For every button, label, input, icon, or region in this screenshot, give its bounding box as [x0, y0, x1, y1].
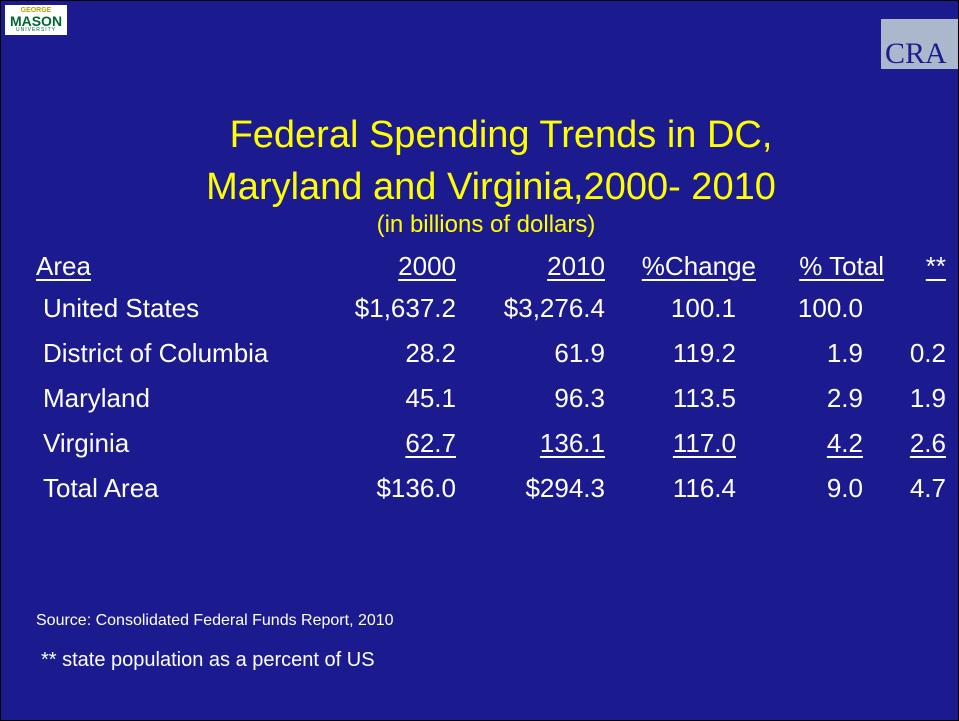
table-cell: 136.1	[539, 428, 605, 458]
table-cell: 113.5	[672, 383, 736, 413]
table-cell: 9.0	[826, 473, 863, 503]
table-cell: United States	[43, 293, 200, 323]
table-cell: $294.3	[525, 473, 605, 503]
table-cell: 2.6	[909, 428, 946, 458]
table-cell: 116.4	[672, 473, 736, 503]
header-cell: % Total	[799, 251, 884, 281]
table-cell: 4.7	[909, 473, 946, 503]
table-cell: 62.7	[405, 428, 456, 458]
table-cell: $136.0	[376, 473, 456, 503]
title-line: Federal Spending Trends in DC,	[229, 114, 773, 156]
note: ** state population as a percent of US	[41, 649, 375, 671]
table-cell: $1,637.2	[354, 293, 456, 323]
subtitle: (in billions of dollars)	[376, 211, 596, 238]
table-cell: 119.2	[672, 338, 736, 368]
table-cell: 28.2	[405, 338, 456, 368]
table-cell: 4.2	[826, 428, 863, 458]
table-cell: 1.9	[909, 383, 946, 413]
logo-top: GEORGE	[20, 7, 52, 14]
header-cell: 2010	[547, 251, 605, 281]
header-cell: %Change	[641, 251, 756, 281]
header-cell: Area	[36, 251, 91, 281]
table-cell: 0.2	[909, 338, 946, 368]
cra-logo: CRA	[881, 19, 958, 70]
source: Source: Consolidated Federal Funds Repor…	[36, 612, 394, 629]
table-cell: Virginia	[43, 428, 130, 458]
table-cell: 100.1	[670, 293, 736, 323]
table-cell: 1.9	[826, 338, 863, 368]
logo-bottom: UNIVERSITY	[15, 27, 56, 33]
title-line: Maryland and Virginia,2000- 2010	[206, 166, 776, 208]
table-cell: District of Columbia	[43, 338, 269, 368]
table-cell: Maryland	[43, 383, 150, 413]
gmu-logo: GEORGE MASON UNIVERSITY	[5, 5, 67, 35]
table-cell: 45.1	[405, 383, 456, 413]
table-cell: 100.0	[797, 293, 863, 323]
table-cell: Total Area	[43, 473, 159, 503]
logo-main: MASON	[9, 13, 63, 29]
header-cell: **	[925, 251, 946, 281]
table-cell: 2.9	[826, 383, 863, 413]
table-cell: $3,276.4	[503, 293, 605, 323]
header-cell: 2000	[398, 251, 456, 281]
table-cell: 117.0	[672, 428, 736, 458]
table-cell: 96.3	[554, 383, 605, 413]
table-cell: 61.9	[554, 338, 605, 368]
